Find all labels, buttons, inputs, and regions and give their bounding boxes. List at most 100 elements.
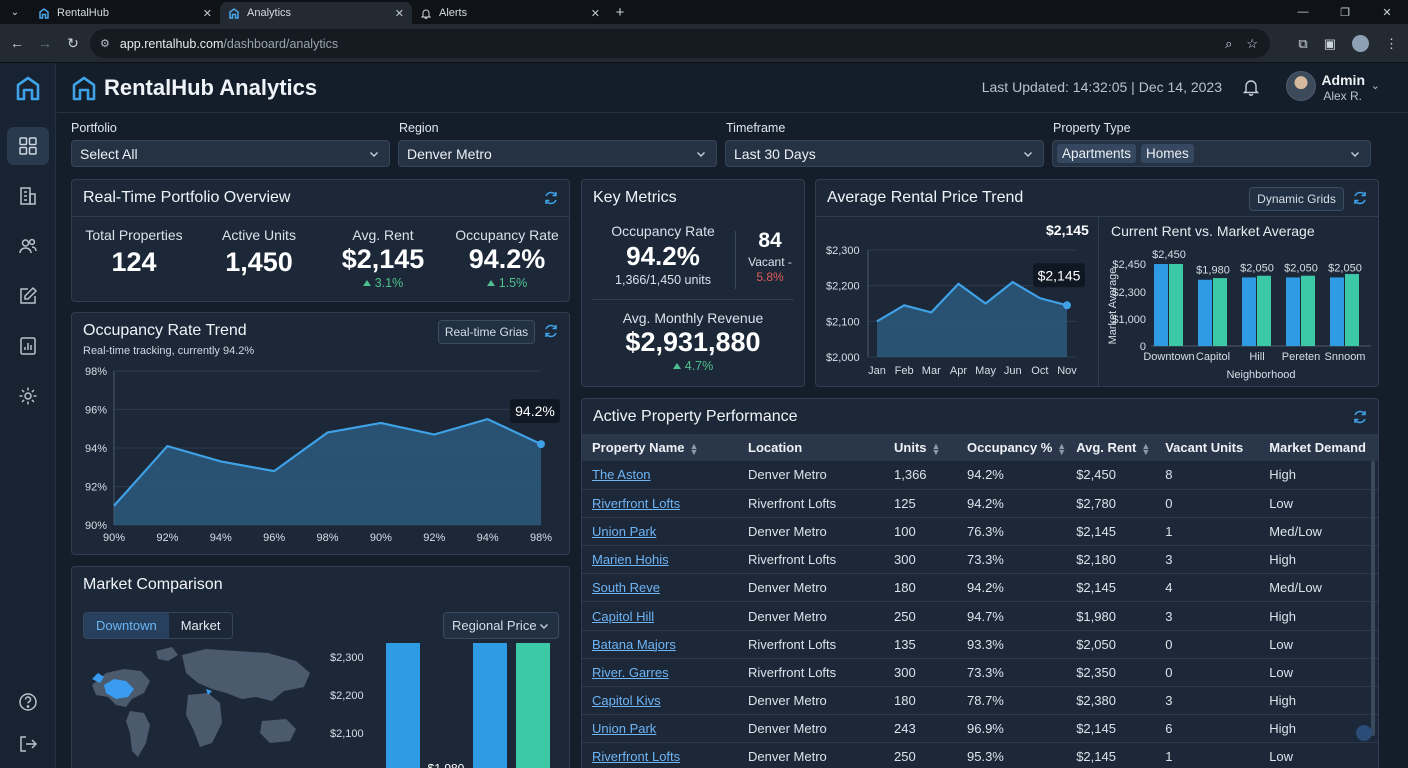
column-header-units[interactable]: Units ▲ ▼: [884, 434, 957, 461]
tab-title: Alerts: [439, 7, 468, 19]
table-row[interactable]: Batana Majors Riverfront Lofts 135 93.3% $2,…: [582, 630, 1378, 659]
property-type-chip[interactable]: Apartments: [1057, 144, 1137, 163]
nav-reports-icon[interactable]: [7, 327, 49, 365]
new-tab-icon[interactable]: +: [615, 3, 625, 21]
browser-menu-icon[interactable]: ⋮: [1385, 35, 1398, 51]
sidebar-toggle-icon[interactable]: ▣: [1323, 35, 1336, 51]
chat-bubble-icon[interactable]: [1356, 725, 1372, 741]
property-name-link[interactable]: South Reve: [592, 580, 660, 596]
refresh-icon[interactable]: [543, 323, 559, 344]
back-icon[interactable]: ←: [10, 35, 24, 51]
property-name-link[interactable]: Riverfront Lofts: [592, 495, 681, 511]
user-menu-chevron-icon[interactable]: ⌄: [1370, 80, 1380, 92]
tab-close-icon[interactable]: ✕: [202, 7, 212, 20]
table-cell: Capitol Kivs: [582, 686, 738, 716]
table-cell: 243: [884, 714, 957, 744]
table-cell: 1,366: [884, 461, 957, 490]
address-bar[interactable]: ⚙ app.rentalhub.com/dashboard/analytics …: [90, 29, 1270, 58]
column-header-avg-rent[interactable]: Avg. Rent ▲ ▼: [1066, 434, 1156, 461]
column-header-property-name[interactable]: Property Name ▲ ▼: [582, 434, 738, 461]
portfolio-select[interactable]: Select All: [71, 140, 390, 167]
dynamic-grids-button[interactable]: Dynamic Grids: [1249, 187, 1344, 211]
table-scrollbar[interactable]: [1371, 461, 1375, 736]
region-select[interactable]: Denver Metro: [398, 140, 717, 167]
market-segmented-control: Downtown Market: [83, 612, 234, 639]
forward-icon[interactable]: →: [38, 35, 52, 51]
property-name-link[interactable]: The Aston: [592, 467, 651, 483]
segment-market[interactable]: Market: [180, 618, 221, 633]
user-name: Admin: [1321, 72, 1365, 88]
table-cell: 94.7%: [957, 601, 1067, 631]
browser-tab-rentalhub[interactable]: RentalHub ✕: [30, 2, 220, 24]
zoom-icon[interactable]: ⌕: [1225, 35, 1233, 51]
timeframe-select[interactable]: Last 30 Days: [725, 140, 1044, 167]
comparison-bar: [1286, 277, 1300, 346]
extensions-icon[interactable]: ⧉: [1298, 35, 1308, 51]
price-trend-chart: $2,300 $2,200 $2,100 $2,000 Jan Feb Mar Apr May J…: [826, 245, 1085, 377]
help-icon[interactable]: [7, 683, 49, 721]
restore-icon[interactable]: ❐: [1340, 6, 1350, 19]
table-cell: $1,980: [1066, 601, 1156, 631]
table-cell: Riverfront Lofts: [738, 545, 884, 575]
nav-edit-icon[interactable]: [7, 277, 49, 315]
site-info-icon[interactable]: ⚙: [100, 38, 110, 50]
logout-icon[interactable]: [7, 725, 49, 763]
column-header-market-demand[interactable]: Market Demand: [1259, 434, 1378, 461]
segment-downtown[interactable]: Downtown: [84, 613, 169, 638]
table-row[interactable]: The Aston Denver Metro 1,366 94.2% $2,450 8 Hi…: [582, 461, 1378, 490]
property-name-link[interactable]: River. Garres: [592, 664, 669, 680]
x-tick-label: 92%: [156, 532, 178, 544]
property-name-link[interactable]: Union Park: [592, 721, 657, 737]
table-cell: $2,145: [1066, 573, 1156, 603]
table-row[interactable]: South Reve Denver Metro 180 94.2% $2,145 4 Med…: [582, 573, 1378, 603]
property-name-link[interactable]: Union Park: [592, 523, 657, 539]
tab-close-icon[interactable]: ✕: [590, 7, 600, 20]
property-name-link[interactable]: Capitol Kivs: [592, 693, 661, 709]
property-name-link[interactable]: Capitol Hill: [592, 608, 655, 624]
rentalhub-logo-icon[interactable]: [15, 75, 41, 106]
property-name-link[interactable]: Marien Hohis: [592, 552, 669, 568]
table-row[interactable]: Capitol Hill Denver Metro 250 94.7% $1,980 3 H…: [582, 601, 1378, 631]
sort-icon: ▲ ▼: [931, 440, 941, 457]
window-close-icon[interactable]: ✕: [1382, 6, 1392, 19]
table-row[interactable]: Marien Hohis Riverfront Lofts 300 73.3% $2,1…: [582, 545, 1378, 575]
user-avatar[interactable]: [1286, 71, 1316, 101]
y-axis-label: Market Average: [1107, 268, 1119, 345]
table-cell: 76.3%: [957, 517, 1067, 547]
nav-dashboard-icon[interactable]: [7, 127, 49, 165]
tab-close-icon[interactable]: ✕: [394, 7, 404, 20]
panel-title: Real-Time Portfolio Overview: [83, 189, 291, 206]
nav-settings-icon[interactable]: [7, 377, 49, 415]
reload-icon[interactable]: ↻: [67, 34, 79, 51]
nav-buildings-icon[interactable]: [7, 177, 49, 215]
column-header-location[interactable]: Location: [738, 434, 884, 461]
tab-search-icon[interactable]: ⌄: [10, 6, 20, 18]
browser-tab-analytics[interactable]: Analytics ✕: [220, 2, 412, 24]
stat-avg-rent: Avg. Rent $2,145 3.1%: [328, 227, 438, 290]
bookmark-star-icon[interactable]: ☆: [1246, 35, 1258, 51]
property-type-select[interactable]: Apartments Homes: [1052, 140, 1371, 167]
nav-users-icon[interactable]: [7, 227, 49, 265]
notifications-bell-icon[interactable]: [1242, 78, 1260, 101]
regional-price-dropdown[interactable]: Regional Price: [443, 612, 559, 639]
minimize-icon[interactable]: —: [1297, 6, 1309, 18]
real-time-grids-button[interactable]: Real-time Grias: [438, 320, 535, 344]
table-row[interactable]: Riverfront Lofts Riverfront Lofts 125 94.2%…: [582, 489, 1378, 518]
refresh-icon[interactable]: [1352, 190, 1368, 211]
column-header-vacant-units[interactable]: Vacant Units: [1155, 434, 1260, 461]
comparison-bar: [1345, 274, 1359, 346]
column-header-occupancy[interactable]: Occupancy % ▲ ▼: [957, 434, 1067, 461]
property-name-link[interactable]: Riverfront Lofts: [592, 749, 681, 765]
table-row[interactable]: Capitol Kivs Denver Metro 180 78.7% $2,380 3 H…: [582, 686, 1378, 716]
x-tick-label: Apr: [950, 365, 967, 377]
table-row[interactable]: Riverfront Lofts Denver Metro 250 95.3% $2,1…: [582, 742, 1378, 768]
property-name-link[interactable]: Batana Majors: [592, 636, 676, 652]
table-row[interactable]: Union Park Denver Metro 100 76.3% $2,145 1 Med…: [582, 517, 1378, 547]
table-row[interactable]: River. Garres Riverfront Lofts 300 73.3% $2,…: [582, 658, 1378, 688]
browser-tab-alerts[interactable]: Alerts ✕: [412, 2, 608, 24]
property-type-chip[interactable]: Homes: [1141, 144, 1194, 163]
refresh-icon[interactable]: [543, 190, 559, 211]
browser-profile-icon[interactable]: [1352, 35, 1369, 52]
refresh-icon[interactable]: [1352, 409, 1368, 430]
table-row[interactable]: Union Park Denver Metro 243 96.9% $2,145 6 Hig…: [582, 714, 1378, 744]
